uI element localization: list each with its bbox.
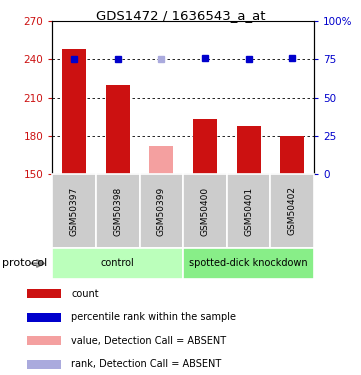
Bar	[149, 146, 173, 174]
Text: spotted-dick knockdown: spotted-dick knockdown	[189, 258, 308, 268]
Text: GSM50399: GSM50399	[157, 186, 166, 236]
Bar	[27, 336, 61, 345]
Bar	[280, 136, 304, 174]
Text: GDS1472 / 1636543_a_at: GDS1472 / 1636543_a_at	[96, 9, 265, 22]
Bar	[62, 49, 86, 174]
Text: GSM50397: GSM50397	[70, 186, 79, 236]
Bar	[106, 85, 130, 174]
Text: GSM50401: GSM50401	[244, 186, 253, 236]
Bar	[52, 174, 96, 248]
Bar	[52, 248, 183, 279]
Text: rank, Detection Call = ABSENT: rank, Detection Call = ABSENT	[71, 359, 222, 369]
Bar	[96, 174, 140, 248]
Bar	[227, 174, 270, 248]
Bar	[270, 174, 314, 248]
Text: GSM50402: GSM50402	[288, 186, 297, 236]
Bar	[183, 248, 314, 279]
Text: count: count	[71, 289, 99, 299]
Text: GSM50400: GSM50400	[200, 186, 209, 236]
Bar	[27, 313, 61, 322]
Bar	[183, 174, 227, 248]
Bar	[140, 174, 183, 248]
Bar	[27, 289, 61, 298]
Bar	[237, 126, 261, 174]
Bar	[193, 119, 217, 174]
Text: value, Detection Call = ABSENT: value, Detection Call = ABSENT	[71, 336, 227, 346]
Text: control: control	[101, 258, 135, 268]
Bar	[27, 360, 61, 369]
Text: percentile rank within the sample: percentile rank within the sample	[71, 312, 236, 322]
Text: GSM50398: GSM50398	[113, 186, 122, 236]
Text: protocol: protocol	[2, 258, 47, 268]
